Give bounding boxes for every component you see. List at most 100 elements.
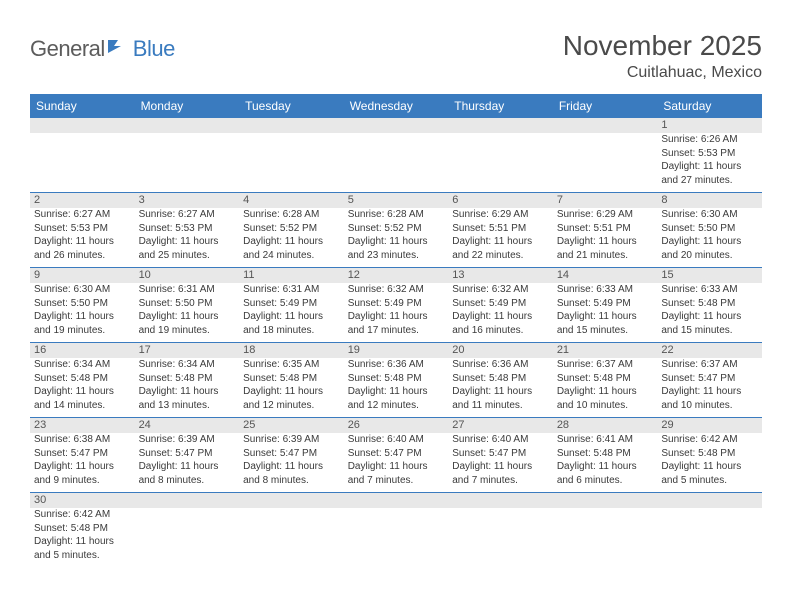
daylight-text: Daylight: 11 hours and 7 minutes. xyxy=(348,460,445,487)
flag-icon xyxy=(107,38,131,61)
sunset-text: Sunset: 5:53 PM xyxy=(139,222,236,236)
day-number xyxy=(448,118,553,133)
day-number: 5 xyxy=(344,193,449,209)
sunrise-text: Sunrise: 6:35 AM xyxy=(243,358,340,372)
day-cell: Sunrise: 6:37 AMSunset: 5:47 PMDaylight:… xyxy=(657,358,762,418)
day-header: Sunday xyxy=(30,94,135,118)
daylight-text: Daylight: 11 hours and 14 minutes. xyxy=(34,385,131,412)
day-number xyxy=(135,493,240,509)
day-number xyxy=(448,493,553,509)
day-cell: Sunrise: 6:40 AMSunset: 5:47 PMDaylight:… xyxy=(344,433,449,493)
sunrise-text: Sunrise: 6:40 AM xyxy=(452,433,549,447)
daylight-text: Daylight: 11 hours and 5 minutes. xyxy=(661,460,758,487)
day-number: 20 xyxy=(448,343,553,359)
sunset-text: Sunset: 5:48 PM xyxy=(34,522,131,536)
sunrise-text: Sunrise: 6:32 AM xyxy=(452,283,549,297)
sunset-text: Sunset: 5:47 PM xyxy=(34,447,131,461)
daylight-text: Daylight: 11 hours and 15 minutes. xyxy=(557,310,654,337)
sunset-text: Sunset: 5:47 PM xyxy=(661,372,758,386)
day-cell: Sunrise: 6:29 AMSunset: 5:51 PMDaylight:… xyxy=(448,208,553,268)
day-header: Monday xyxy=(135,94,240,118)
day-cell xyxy=(657,508,762,567)
sunrise-text: Sunrise: 6:42 AM xyxy=(34,508,131,522)
day-cell: Sunrise: 6:42 AMSunset: 5:48 PMDaylight:… xyxy=(30,508,135,567)
day-number: 19 xyxy=(344,343,449,359)
day-number: 11 xyxy=(239,268,344,284)
day-cell: Sunrise: 6:31 AMSunset: 5:50 PMDaylight:… xyxy=(135,283,240,343)
sunrise-text: Sunrise: 6:30 AM xyxy=(661,208,758,222)
week-content-row: Sunrise: 6:26 AMSunset: 5:53 PMDaylight:… xyxy=(30,133,762,193)
daylight-text: Daylight: 11 hours and 26 minutes. xyxy=(34,235,131,262)
day-number xyxy=(657,493,762,509)
week-content-row: Sunrise: 6:34 AMSunset: 5:48 PMDaylight:… xyxy=(30,358,762,418)
day-number: 27 xyxy=(448,418,553,434)
day-number: 7 xyxy=(553,193,658,209)
day-cell: Sunrise: 6:32 AMSunset: 5:49 PMDaylight:… xyxy=(344,283,449,343)
sunset-text: Sunset: 5:50 PM xyxy=(661,222,758,236)
day-number: 21 xyxy=(553,343,658,359)
day-header: Saturday xyxy=(657,94,762,118)
sunrise-text: Sunrise: 6:39 AM xyxy=(243,433,340,447)
daylight-text: Daylight: 11 hours and 18 minutes. xyxy=(243,310,340,337)
day-number: 1 xyxy=(657,118,762,133)
day-cell: Sunrise: 6:26 AMSunset: 5:53 PMDaylight:… xyxy=(657,133,762,193)
sunset-text: Sunset: 5:47 PM xyxy=(139,447,236,461)
day-cell: Sunrise: 6:30 AMSunset: 5:50 PMDaylight:… xyxy=(30,283,135,343)
day-header: Thursday xyxy=(448,94,553,118)
week-daynum-row: 16171819202122 xyxy=(30,343,762,359)
sunset-text: Sunset: 5:48 PM xyxy=(661,447,758,461)
header: General Blue November 2025 Cuitlahuac, M… xyxy=(30,30,762,82)
daylight-text: Daylight: 11 hours and 23 minutes. xyxy=(348,235,445,262)
day-number: 9 xyxy=(30,268,135,284)
daylight-text: Daylight: 11 hours and 8 minutes. xyxy=(139,460,236,487)
week-daynum-row: 2345678 xyxy=(30,193,762,209)
location: Cuitlahuac, Mexico xyxy=(563,64,762,82)
day-number xyxy=(239,493,344,509)
sunrise-text: Sunrise: 6:37 AM xyxy=(661,358,758,372)
sunset-text: Sunset: 5:48 PM xyxy=(34,372,131,386)
sunset-text: Sunset: 5:47 PM xyxy=(452,447,549,461)
day-number: 14 xyxy=(553,268,658,284)
logo: General Blue xyxy=(30,36,175,62)
day-cell: Sunrise: 6:35 AMSunset: 5:48 PMDaylight:… xyxy=(239,358,344,418)
day-cell: Sunrise: 6:41 AMSunset: 5:48 PMDaylight:… xyxy=(553,433,658,493)
day-number: 18 xyxy=(239,343,344,359)
day-number xyxy=(553,493,658,509)
sunset-text: Sunset: 5:48 PM xyxy=(557,372,654,386)
day-number: 17 xyxy=(135,343,240,359)
day-cell xyxy=(135,133,240,193)
daylight-text: Daylight: 11 hours and 15 minutes. xyxy=(661,310,758,337)
daylight-text: Daylight: 11 hours and 10 minutes. xyxy=(661,385,758,412)
sunset-text: Sunset: 5:48 PM xyxy=(452,372,549,386)
sunset-text: Sunset: 5:51 PM xyxy=(452,222,549,236)
sunset-text: Sunset: 5:51 PM xyxy=(557,222,654,236)
sunrise-text: Sunrise: 6:41 AM xyxy=(557,433,654,447)
day-cell: Sunrise: 6:31 AMSunset: 5:49 PMDaylight:… xyxy=(239,283,344,343)
sunrise-text: Sunrise: 6:39 AM xyxy=(139,433,236,447)
day-cell: Sunrise: 6:28 AMSunset: 5:52 PMDaylight:… xyxy=(239,208,344,268)
sunrise-text: Sunrise: 6:36 AM xyxy=(348,358,445,372)
day-cell: Sunrise: 6:29 AMSunset: 5:51 PMDaylight:… xyxy=(553,208,658,268)
sunrise-text: Sunrise: 6:30 AM xyxy=(34,283,131,297)
week-content-row: Sunrise: 6:27 AMSunset: 5:53 PMDaylight:… xyxy=(30,208,762,268)
week-daynum-row: 9101112131415 xyxy=(30,268,762,284)
day-cell xyxy=(239,133,344,193)
sunrise-text: Sunrise: 6:26 AM xyxy=(661,133,758,147)
sunset-text: Sunset: 5:48 PM xyxy=(348,372,445,386)
day-number xyxy=(344,493,449,509)
sunset-text: Sunset: 5:50 PM xyxy=(34,297,131,311)
day-number: 2 xyxy=(30,193,135,209)
day-cell xyxy=(344,508,449,567)
day-cell: Sunrise: 6:37 AMSunset: 5:48 PMDaylight:… xyxy=(553,358,658,418)
day-header-row: SundayMondayTuesdayWednesdayThursdayFrid… xyxy=(30,94,762,118)
sunrise-text: Sunrise: 6:38 AM xyxy=(34,433,131,447)
daylight-text: Daylight: 11 hours and 22 minutes. xyxy=(452,235,549,262)
day-number: 26 xyxy=(344,418,449,434)
day-number: 13 xyxy=(448,268,553,284)
month-title: November 2025 xyxy=(563,30,762,62)
day-cell xyxy=(30,133,135,193)
week-content-row: Sunrise: 6:30 AMSunset: 5:50 PM Daylight:… xyxy=(30,283,762,343)
day-cell: Sunrise: 6:38 AMSunset: 5:47 PMDaylight:… xyxy=(30,433,135,493)
day-number: 24 xyxy=(135,418,240,434)
sunset-text: Sunset: 5:48 PM xyxy=(661,297,758,311)
